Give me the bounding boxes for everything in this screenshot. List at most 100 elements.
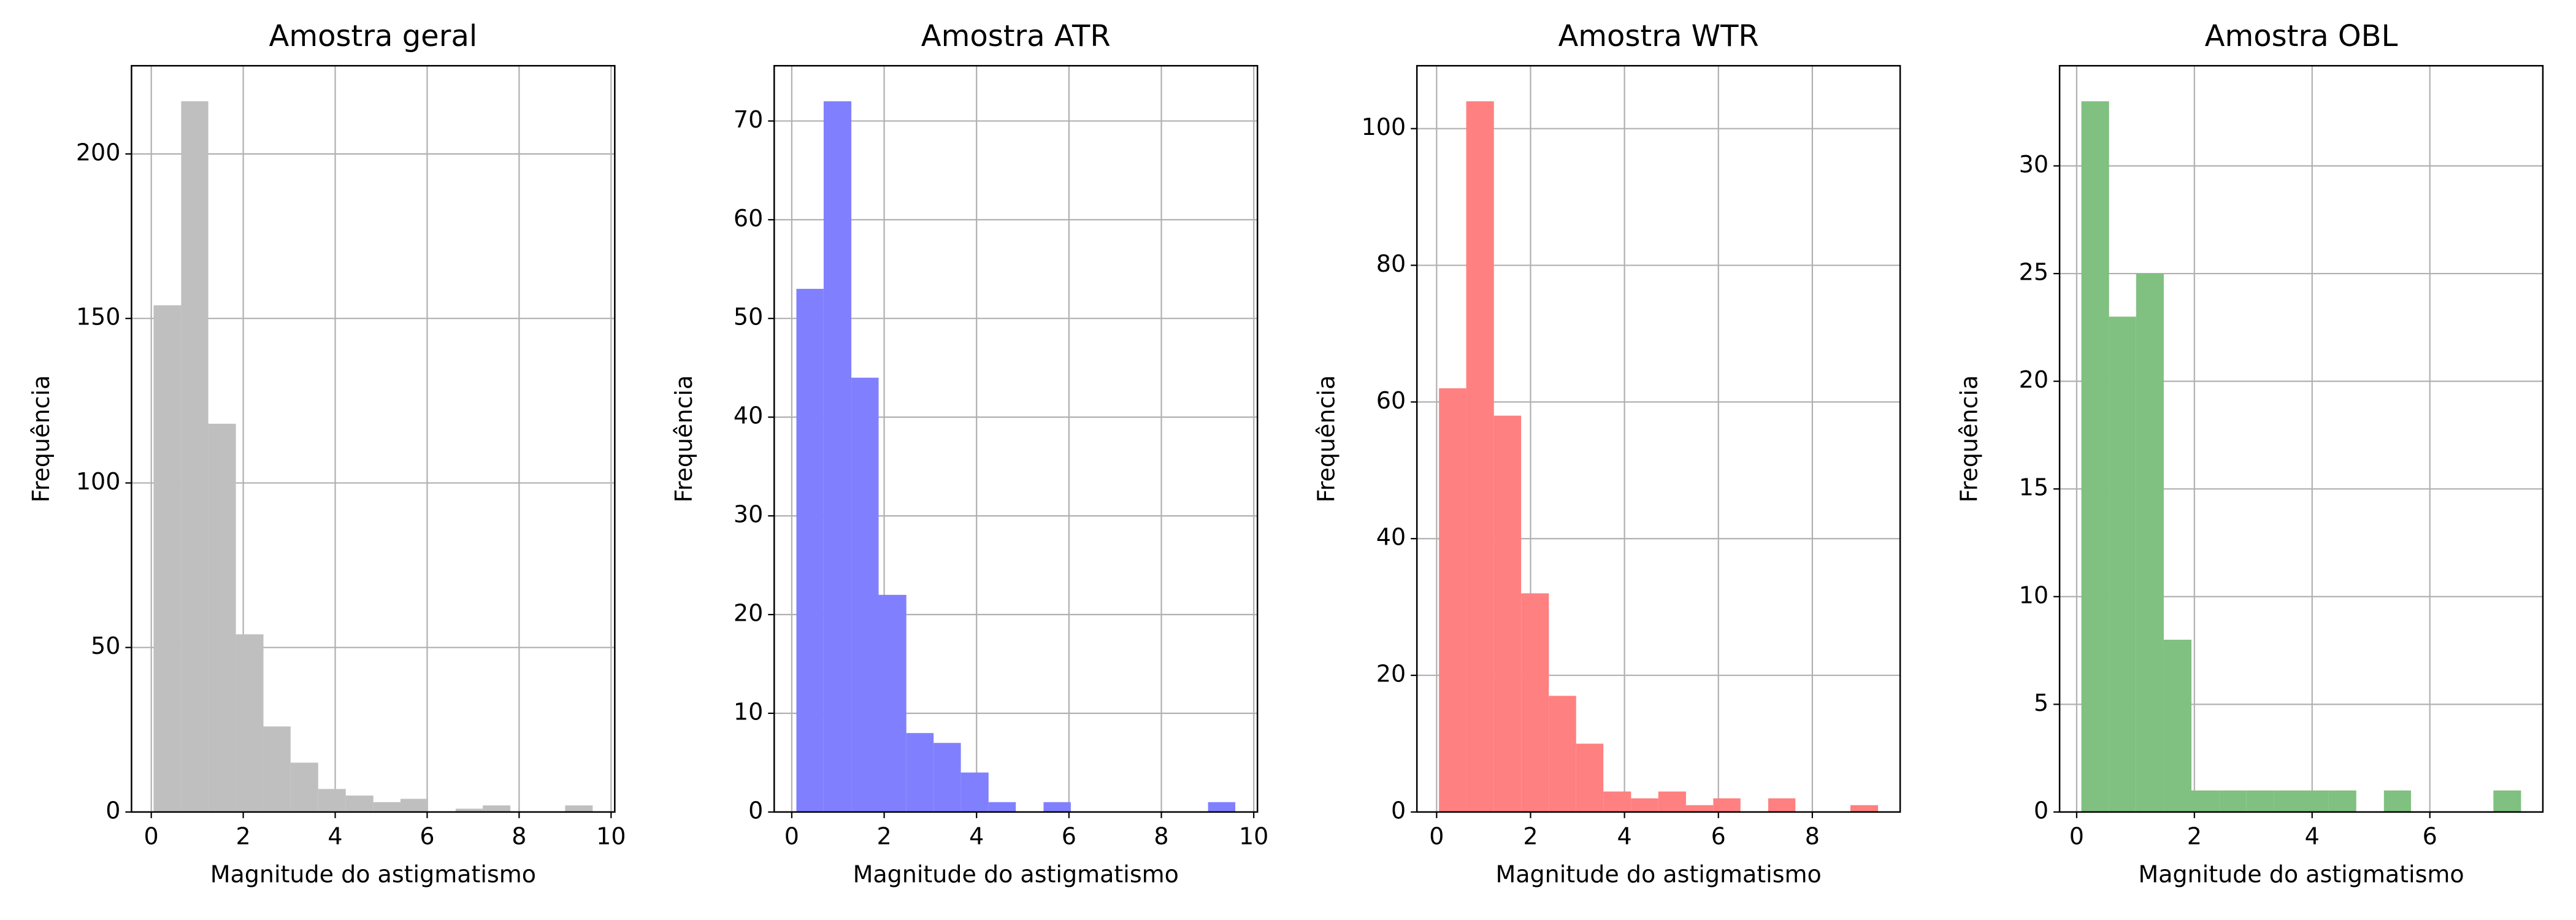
x-axis-label: Magnitude do astigmatismo <box>853 861 1179 888</box>
bar <box>400 799 428 812</box>
x-tick-label: 4 <box>969 822 984 849</box>
bar <box>1439 388 1466 812</box>
y-axis-label: Frequência <box>28 375 55 503</box>
bar <box>2163 640 2192 812</box>
x-tick-label: 4 <box>2305 822 2320 849</box>
bar <box>1658 791 1686 812</box>
bar <box>181 101 209 812</box>
bar <box>2136 274 2164 812</box>
bar <box>483 805 511 812</box>
y-tick-label: 0 <box>1391 797 1406 824</box>
subplot: 0 2 4 6 0 5 10 15 20 25 30 Amostra OBL Magnitude do … <box>1956 19 2544 888</box>
bar <box>1466 101 1494 812</box>
y-tick-label: 100 <box>1362 113 1406 140</box>
bar <box>933 743 961 812</box>
x-tick-label: 8 <box>1805 822 1820 849</box>
x-tick-label: 2 <box>236 822 250 849</box>
x-tick-label: 0 <box>144 822 159 849</box>
bar <box>345 795 374 812</box>
x-tick-label: 2 <box>876 822 891 849</box>
y-tick-label: 20 <box>1376 661 1406 688</box>
y-tick-label: 10 <box>2019 581 2049 608</box>
bar <box>290 762 318 812</box>
axes-frame <box>773 64 1259 813</box>
bar <box>1713 798 1741 812</box>
subplot: 0 2 4 6 8 10 0 10 20 30 40 50 60 70 Amostra ATR Magnitu… <box>670 19 1269 888</box>
bar <box>2109 316 2136 812</box>
x-tick-label: 6 <box>1711 822 1726 849</box>
x-tick-label: 2 <box>2187 822 2202 849</box>
bar <box>2219 790 2247 812</box>
chart-title: Amostra geral <box>269 19 478 53</box>
y-tick-label: 20 <box>2019 366 2049 393</box>
y-tick-label: 150 <box>76 304 121 331</box>
bar <box>2246 790 2274 812</box>
bar <box>1208 802 1236 812</box>
x-tick-label: 6 <box>420 822 434 849</box>
bar <box>796 288 824 812</box>
x-tick-label: 10 <box>1239 822 1268 849</box>
y-tick-label: 80 <box>1376 250 1406 277</box>
y-axis-label: Frequência <box>670 375 697 503</box>
y-tick-label: 30 <box>734 501 763 528</box>
x-tick-label: 8 <box>512 822 526 849</box>
bar <box>2301 790 2329 812</box>
bar <box>565 805 593 812</box>
bar <box>2493 790 2521 812</box>
bar <box>1576 743 1604 812</box>
bar <box>318 789 346 812</box>
y-tick-label: 5 <box>2034 689 2049 716</box>
bar <box>1493 415 1522 812</box>
chart-title: Amostra OBL <box>2205 19 2398 53</box>
y-tick-label: 0 <box>2034 797 2049 824</box>
bar <box>1603 791 1631 812</box>
y-axis-label: Frequência <box>1956 375 1983 503</box>
bar <box>878 594 907 812</box>
x-tick-label: 10 <box>596 822 626 849</box>
bar <box>988 802 1016 812</box>
y-tick-label: 50 <box>91 632 120 659</box>
y-tick-label: 60 <box>734 205 763 232</box>
y-tick-label: 70 <box>734 106 763 133</box>
bar <box>1685 805 1714 812</box>
bar <box>1631 798 1658 812</box>
chart-title: Amostra ATR <box>921 19 1111 53</box>
axes-frame <box>2058 64 2544 813</box>
x-axis-label: Magnitude do astigmatismo <box>2138 861 2464 888</box>
bar <box>823 101 852 812</box>
bar <box>2191 790 2220 812</box>
bar <box>2274 790 2302 812</box>
bar <box>1850 805 1879 812</box>
bar <box>2328 790 2356 812</box>
x-tick-label: 0 <box>2069 822 2084 849</box>
chart-title: Amostra WTR <box>1558 19 1758 53</box>
bar <box>960 772 989 812</box>
axes-frame <box>131 64 616 813</box>
bar <box>1521 593 1549 812</box>
y-tick-label: 60 <box>1376 387 1406 414</box>
axes-frame <box>1416 64 1901 813</box>
x-tick-label: 4 <box>1617 822 1632 849</box>
y-tick-label: 0 <box>748 797 763 824</box>
bar <box>373 802 401 812</box>
bar <box>208 423 236 812</box>
x-axis-label: Magnitude do astigmatismo <box>210 861 536 888</box>
y-tick-label: 25 <box>2019 259 2049 286</box>
bar <box>851 377 879 812</box>
bar <box>1768 798 1796 812</box>
y-tick-label: 20 <box>734 600 763 627</box>
y-tick-label: 200 <box>76 139 121 166</box>
y-axis-label: Frequência <box>1313 375 1340 503</box>
bar <box>1043 802 1071 812</box>
y-tick-label: 0 <box>105 797 120 824</box>
y-tick-label: 10 <box>734 698 763 725</box>
bar <box>1549 696 1576 812</box>
bar <box>2383 790 2411 812</box>
x-axis-label: Magnitude do astigmatismo <box>1495 861 1821 888</box>
x-tick-label: 0 <box>784 822 799 849</box>
x-tick-label: 6 <box>1062 822 1076 849</box>
y-tick-label: 40 <box>734 402 763 429</box>
y-tick-label: 100 <box>76 468 121 495</box>
